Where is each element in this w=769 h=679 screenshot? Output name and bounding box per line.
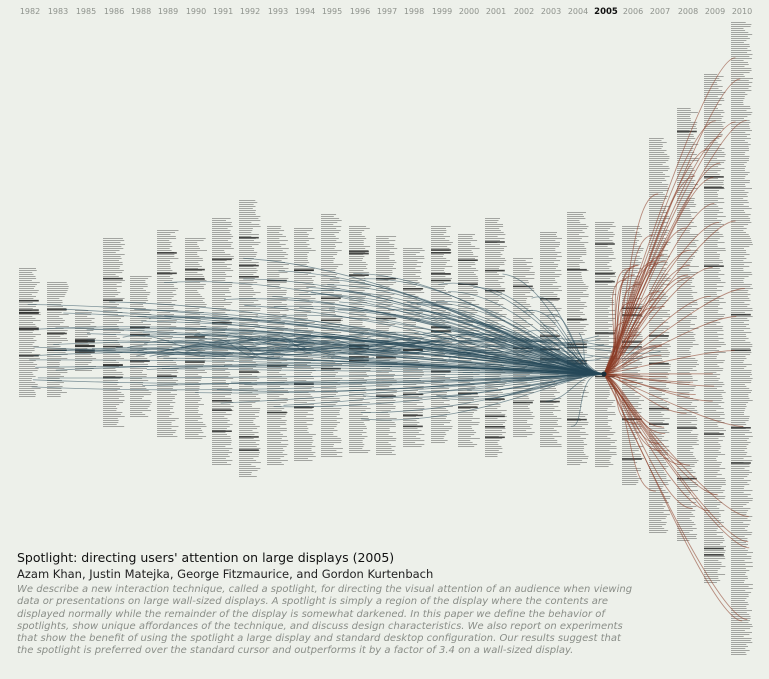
year-label-1982[interactable]: 1982 bbox=[20, 7, 40, 16]
year-label-2003[interactable]: 2003 bbox=[541, 7, 561, 16]
year-label-2010[interactable]: 2010 bbox=[732, 7, 752, 16]
paper-column-2001[interactable] bbox=[485, 218, 507, 457]
year-label-2001[interactable]: 2001 bbox=[486, 7, 506, 16]
year-label-1994[interactable]: 1994 bbox=[295, 7, 315, 16]
paper-column-2004[interactable] bbox=[567, 212, 589, 465]
year-label-1992[interactable]: 1992 bbox=[240, 7, 260, 16]
year-axis: 1982 1983 1985 1986 1988 1989 1990 1991 1992 1993… bbox=[20, 7, 752, 17]
year-label-1991[interactable]: 1991 bbox=[213, 7, 233, 16]
paper-column-1988[interactable] bbox=[130, 276, 152, 417]
paper-column-1982[interactable] bbox=[19, 268, 41, 397]
year-label-1990[interactable]: 1990 bbox=[186, 7, 206, 16]
year-label-2006[interactable]: 2006 bbox=[623, 7, 643, 16]
year-label-2007[interactable]: 2007 bbox=[650, 7, 670, 16]
references-links bbox=[27, 257, 661, 427]
year-label-1983[interactable]: 1983 bbox=[48, 7, 68, 16]
year-label-2008[interactable]: 2008 bbox=[678, 7, 698, 16]
year-label-1989[interactable]: 1989 bbox=[158, 7, 178, 16]
year-label-1986[interactable]: 1986 bbox=[104, 7, 124, 16]
year-label-1985[interactable]: 1985 bbox=[76, 7, 96, 16]
paper-abstract: We describe a new interaction technique,… bbox=[17, 584, 633, 657]
year-label-2005[interactable]: 2005 bbox=[594, 7, 618, 17]
focus-paper-node[interactable] bbox=[601, 371, 607, 377]
paper-column-2009[interactable] bbox=[704, 74, 726, 583]
paper-info-panel: Spotlight: directing users' attention on… bbox=[17, 550, 637, 658]
citations-links bbox=[603, 57, 750, 622]
year-label-2004[interactable]: 2004 bbox=[568, 7, 588, 16]
year-label-1997[interactable]: 1997 bbox=[377, 7, 397, 16]
year-label-2009[interactable]: 2009 bbox=[705, 7, 725, 16]
paper-title[interactable]: Spotlight: directing users' attention on… bbox=[17, 550, 395, 565]
year-label-1995[interactable]: 1995 bbox=[322, 7, 342, 16]
year-label-1998[interactable]: 1998 bbox=[404, 7, 424, 16]
paper-column-1983[interactable] bbox=[47, 282, 69, 397]
paper-authors: Azam Khan, Justin Matejka, George Fitzma… bbox=[17, 567, 434, 581]
year-label-1993[interactable]: 1993 bbox=[268, 7, 288, 16]
year-label-1988[interactable]: 1988 bbox=[131, 7, 151, 16]
year-label-2000[interactable]: 2000 bbox=[459, 7, 479, 16]
paper-column-1986[interactable] bbox=[103, 238, 125, 427]
paper-column-2010[interactable] bbox=[731, 22, 753, 655]
year-label-1999[interactable]: 1999 bbox=[432, 7, 452, 16]
year-label-2002[interactable]: 2002 bbox=[514, 7, 534, 16]
year-label-1996[interactable]: 1996 bbox=[350, 7, 370, 16]
